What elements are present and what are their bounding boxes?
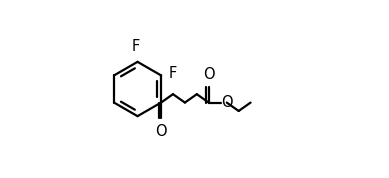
Text: O: O	[203, 67, 215, 82]
Text: F: F	[168, 66, 177, 81]
Text: O: O	[221, 95, 233, 110]
Text: F: F	[132, 40, 140, 54]
Text: O: O	[155, 124, 167, 139]
